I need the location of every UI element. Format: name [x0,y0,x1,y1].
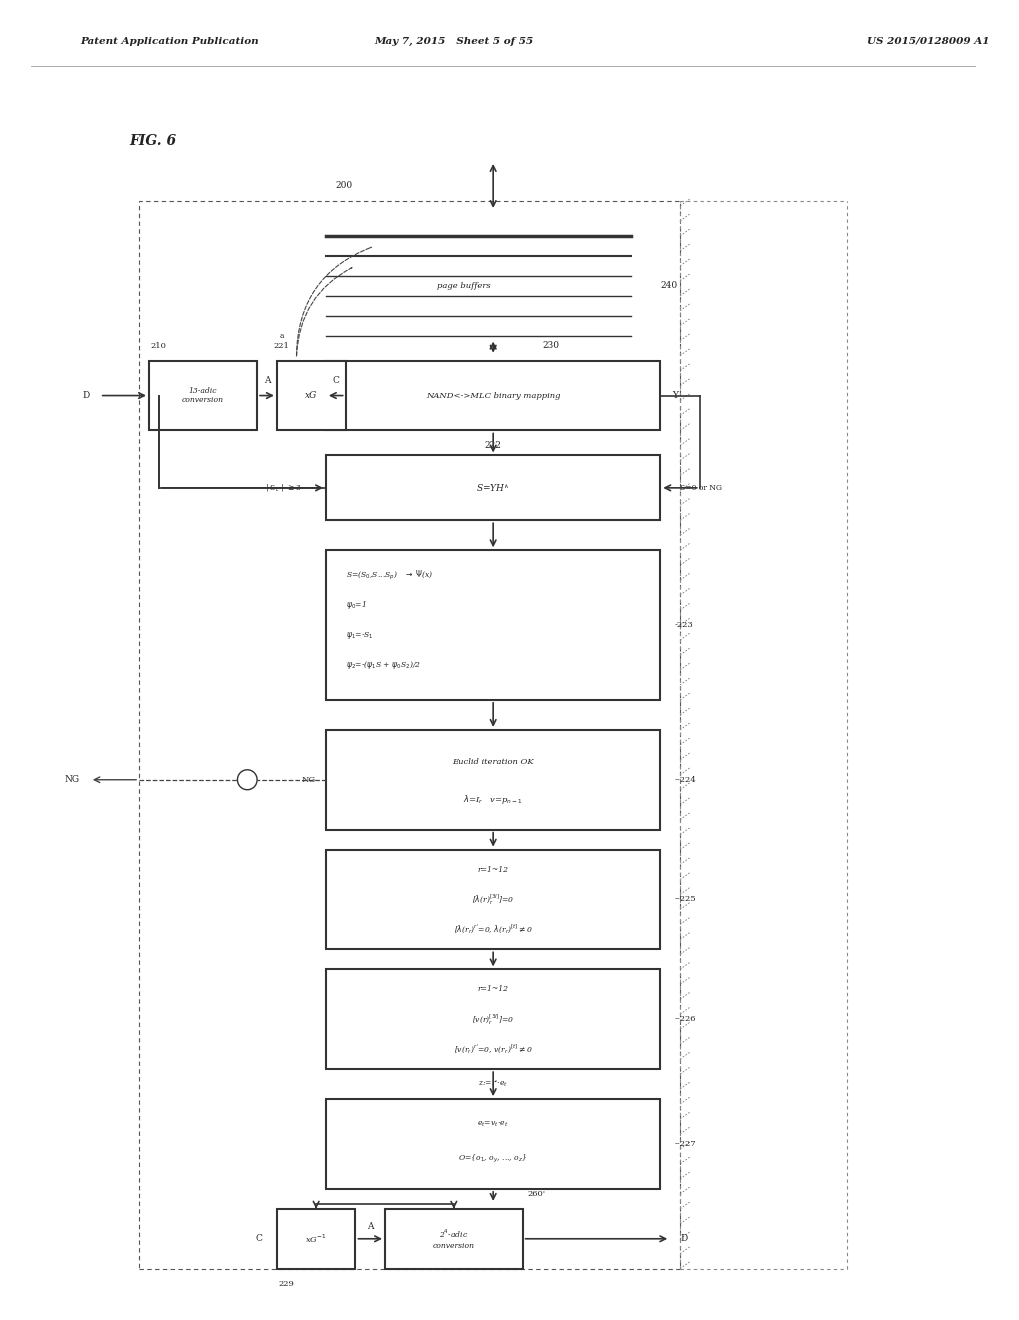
Text: --224: --224 [675,776,696,784]
Text: a: a [279,331,283,339]
Text: C: C [332,376,339,385]
Text: A: A [264,376,270,385]
Text: Patent Application Publication: Patent Application Publication [81,37,259,46]
Text: Euclid iteration OK: Euclid iteration OK [451,758,534,766]
Text: 13-adic
conversion: 13-adic conversion [181,387,224,404]
Text: | S$_c$ | $\geq$3: | S$_c$ | $\geq$3 [265,482,301,494]
Text: 222: 222 [484,441,501,450]
Text: 210: 210 [151,342,166,350]
Text: 200: 200 [335,181,353,190]
Text: r=1~12: r=1~12 [477,866,508,874]
Text: 230: 230 [542,341,558,350]
Text: [$\lambda$(r$_r$)$^{r'}$=0, $\lambda$(r$_r$)$^{[t]}$$\neq$0: [$\lambda$(r$_r$)$^{r'}$=0, $\lambda$(r$… [453,923,532,936]
Text: NG: NG [65,775,81,784]
Text: 229: 229 [278,1279,294,1288]
Bar [326,1100,659,1189]
Text: O={o$_1$, o$_y$, ..., o$_{z}$}: O={o$_1$, o$_y$, ..., o$_{z}$} [458,1152,528,1166]
Text: 2$^4$-adic
conversion: 2$^4$-adic conversion [432,1228,475,1250]
Text: US 2015/0128009 A1: US 2015/0128009 A1 [866,37,988,46]
Text: FIG. 6: FIG. 6 [129,135,176,148]
Bar [326,550,659,700]
Text: r=1~12: r=1~12 [477,985,508,994]
Text: [$\lambda$(r)$_r^{[3l]}$]=0: [$\lambda$(r)$_r^{[3l]}$]=0 [472,892,514,907]
Text: [v(r)$_r^{[3l]}$]=0: [v(r)$_r^{[3l]}$]=0 [472,1012,514,1027]
Text: $\lambda$=I$_r$   v=p$_{n-1}$: $\lambda$=I$_r$ v=p$_{n-1}$ [463,793,523,807]
Text: $\psi_2$=-($\psi_1$S + $\psi_0$S$_2$)/2: $\psi_2$=-($\psi_1$S + $\psi_0$S$_2$)/2 [345,659,421,671]
Text: xG: xG [305,391,317,400]
Text: S=0 or NG: S=0 or NG [680,484,721,492]
Text: S=(S$_0$,S...S$_p$)   $\rightarrow$ $\Psi$(x): S=(S$_0$,S...S$_p$) $\rightarrow$ $\Psi$… [345,569,433,582]
Bar [326,360,659,430]
Text: May 7, 2015   Sheet 5 of 55: May 7, 2015 Sheet 5 of 55 [374,37,533,46]
Text: $\psi_1$=-S$_1$: $\psi_1$=-S$_1$ [345,630,373,640]
Bar [326,969,659,1069]
Bar [326,455,659,520]
Text: 240: 240 [659,281,677,290]
Text: $\psi_0$=1: $\psi_0$=1 [345,599,366,611]
FancyArrowPatch shape [297,268,352,356]
Text: -223: -223 [675,622,693,630]
Text: e$_t$=v$_t$$\cdot$e$_t$: e$_t$=v$_t$$\cdot$e$_t$ [477,1119,508,1129]
Text: D: D [83,391,90,400]
Text: 260': 260' [527,1189,545,1197]
Text: [v(r$_r$)$^{r'}$=0, v(r$_r$)$^{[t]}$$\neq$0: [v(r$_r$)$^{r'}$=0, v(r$_r$)$^{[t]}$$\ne… [453,1043,532,1056]
Bar [384,1209,522,1269]
Text: --225: --225 [675,895,696,903]
Bar [139,201,680,1269]
Text: D: D [680,1234,687,1243]
FancyArrowPatch shape [297,247,371,356]
Text: --226: --226 [675,1015,696,1023]
Text: z:=r'$\cdot$e$_t$: z:=r'$\cdot$e$_t$ [478,1078,507,1089]
Bar [326,850,659,949]
Text: A: A [367,1222,373,1232]
Text: xG$^{-1}$: xG$^{-1}$ [305,1233,326,1245]
Text: S=YH$^{\wedge}$: S=YH$^{\wedge}$ [476,482,510,494]
Text: 221: 221 [273,342,289,350]
Bar [276,360,345,430]
Bar [326,730,659,830]
Bar [149,360,257,430]
Text: NAND<->MLC binary mapping: NAND<->MLC binary mapping [426,392,559,400]
Text: --227: --227 [675,1140,696,1148]
Text: page buffers: page buffers [436,281,490,290]
Bar [276,1209,355,1269]
Text: Y: Y [672,391,678,400]
Text: C: C [255,1234,262,1243]
Text: NG: NG [302,776,316,784]
